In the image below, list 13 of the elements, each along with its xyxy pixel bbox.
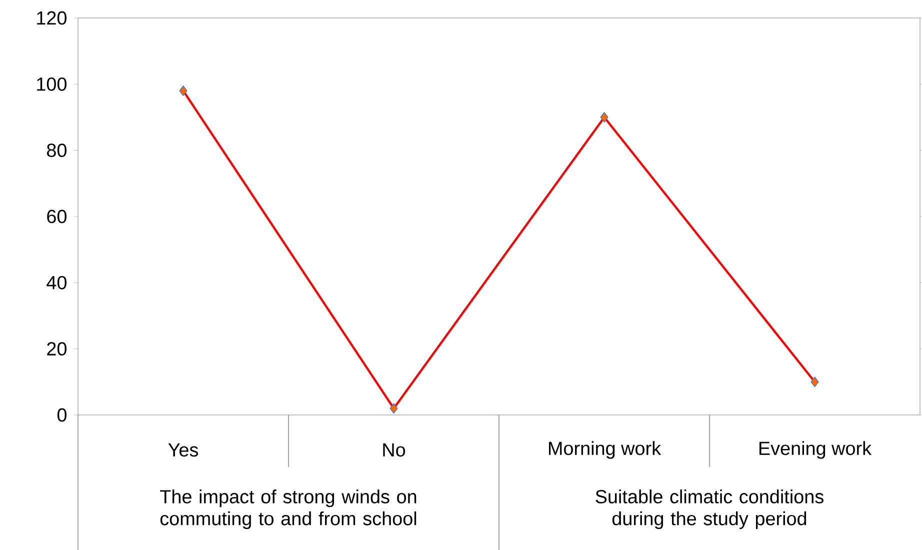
x-tick-label: Morning work (548, 441, 662, 459)
y-tick-label: 40 (46, 276, 66, 290)
text: Suitable climatic conditions during the study period (596, 489, 824, 530)
y-tick-label: 60 (47, 210, 66, 224)
x-tick-label: No (383, 443, 406, 457)
y-tick-label: 20 (47, 342, 66, 356)
text: The impact of strong winds on commuting to and from school (160, 489, 416, 530)
y-tick-label: 100 (37, 77, 66, 91)
y-tick-label: 0 (57, 408, 66, 422)
x-tick-label: Yes (168, 443, 198, 457)
y-tick-label: 80 (47, 144, 66, 158)
x-tick-label: Evening work (759, 441, 872, 459)
y-tick-label: 120 (37, 11, 66, 25)
